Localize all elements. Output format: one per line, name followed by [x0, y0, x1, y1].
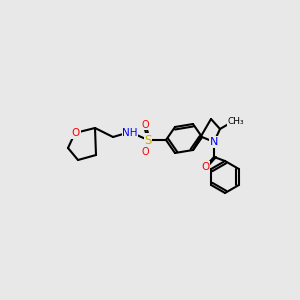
Text: N: N	[210, 137, 218, 147]
Text: O: O	[141, 147, 149, 157]
Text: CH₃: CH₃	[228, 118, 244, 127]
Text: O: O	[141, 120, 149, 130]
Text: S: S	[144, 134, 152, 146]
Text: O: O	[72, 128, 80, 138]
Text: O: O	[201, 162, 209, 172]
Text: NH: NH	[122, 128, 138, 138]
